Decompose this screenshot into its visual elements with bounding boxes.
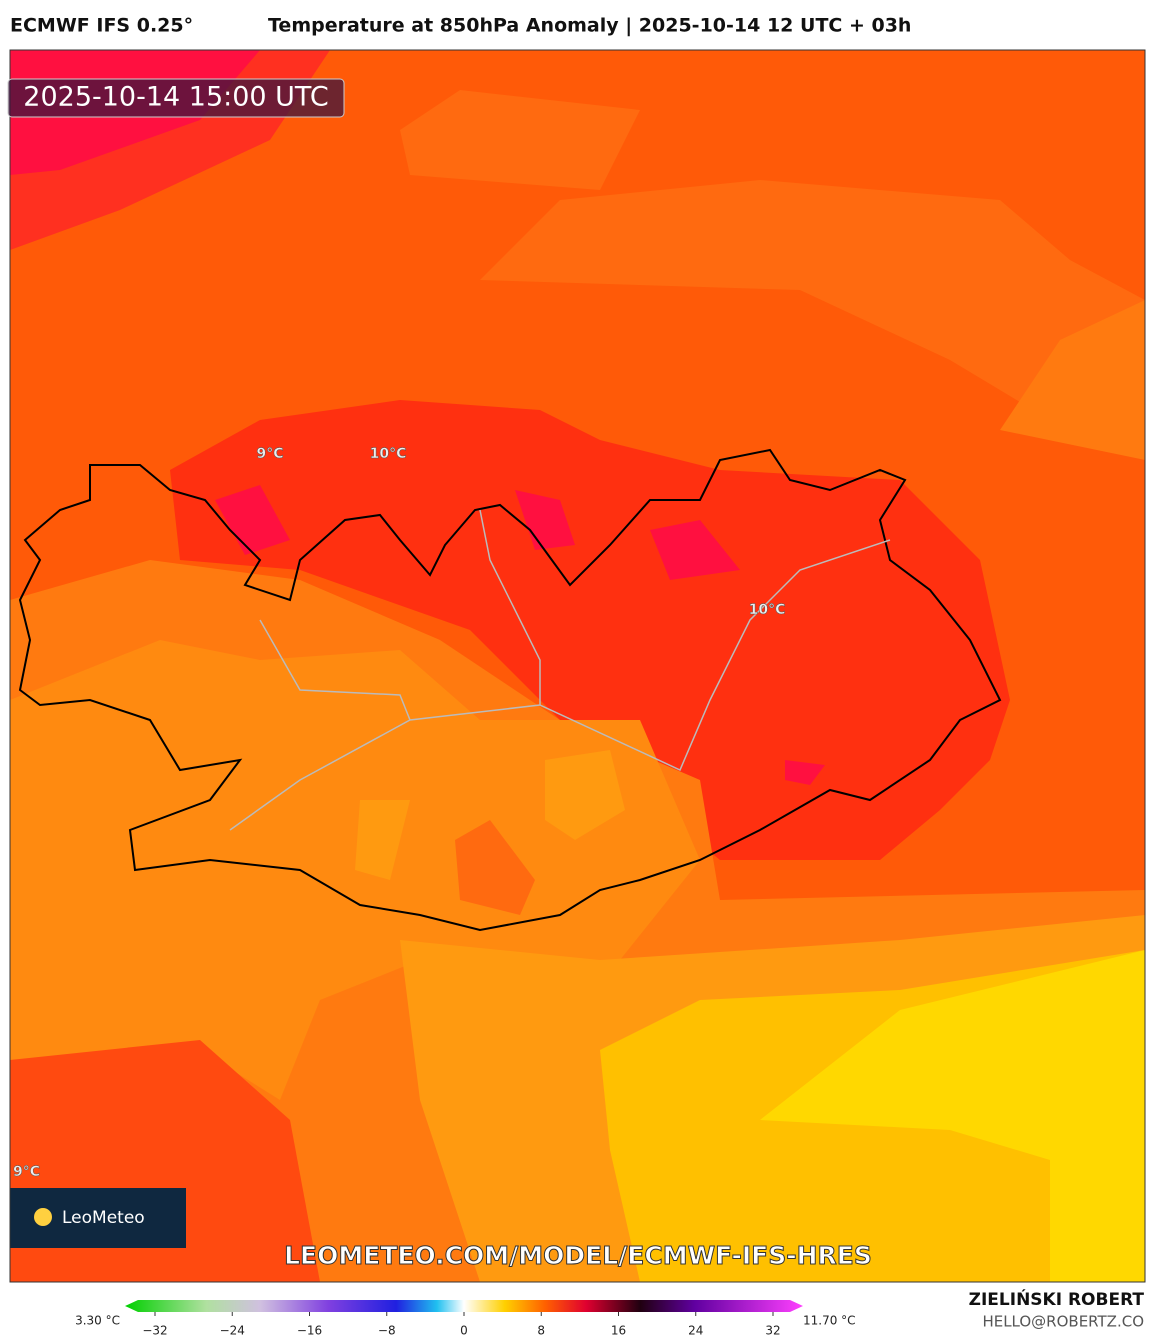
colorbar-tick-label: 16: [611, 1324, 626, 1338]
timestamp-box: [7, 78, 345, 118]
colorbar-tick-label: 0: [460, 1324, 468, 1338]
map-frame: [9, 49, 1146, 1283]
colorbar-tick-label: −32: [142, 1324, 167, 1338]
colorbar-tick-label: −8: [378, 1324, 396, 1338]
colorbar-tick-label: 32: [765, 1324, 780, 1338]
timestamp: 2025-10-14 15:00 UTC: [23, 82, 328, 113]
min-label: 3.30 °C: [75, 1314, 120, 1328]
source-url: LEOMETEO.COM/MODEL/ECMWF-IFS-HRES: [284, 1241, 872, 1270]
contour-label: 9°C: [256, 446, 283, 462]
model-name: ECMWF IFS 0.25°: [10, 15, 193, 37]
author: ZIELIŃSKI ROBERT: [969, 1288, 1145, 1310]
email: HELLO@ROBERTZ.CO: [982, 1313, 1144, 1331]
max-label: 11.70 °C: [803, 1314, 856, 1328]
logo-sun: [34, 1208, 52, 1226]
colorbar-tick-label: −24: [220, 1324, 245, 1338]
logo-text: LeoMeteo: [62, 1208, 145, 1228]
map-field: 9°C 10°C 10°C 9°C LeoMeteo LEOMETEO.COM/…: [10, 50, 1145, 1282]
colorbar: [125, 1300, 803, 1312]
contour-label: 10°C: [370, 446, 407, 462]
colorbar-tick-label: 24: [688, 1324, 703, 1338]
colorbar-tick-label: −16: [297, 1324, 322, 1338]
contour-label: 9°C: [13, 1164, 40, 1180]
contour-label: 10°C: [749, 602, 786, 618]
colorbar-tick-label: 8: [537, 1324, 545, 1338]
map-title: Temperature at 850hPa Anomaly | 2025-10-…: [268, 15, 911, 37]
coastline: [18, 448, 1002, 932]
borders: [229, 509, 891, 831]
